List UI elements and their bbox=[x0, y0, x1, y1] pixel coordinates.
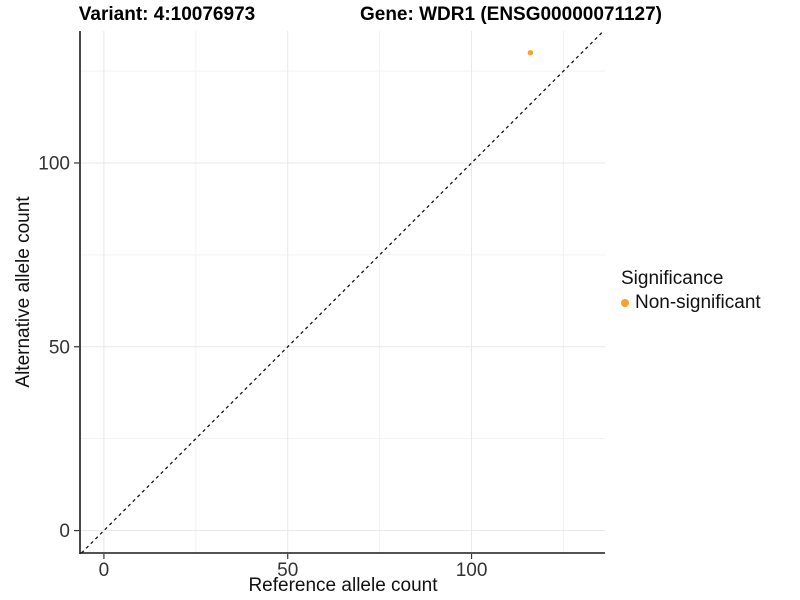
x-tick-label: 50 bbox=[277, 560, 298, 581]
y-tick-label: 0 bbox=[59, 521, 70, 542]
x-tick-label: 100 bbox=[456, 560, 488, 581]
variant-title: Variant: 4:10076973 bbox=[78, 4, 256, 25]
legend-item-label: Non-significant bbox=[635, 292, 761, 313]
legend-item-non-significant: Non-significant bbox=[621, 292, 761, 314]
gene-title: Gene: WDR1 (ENSG00000071127) bbox=[359, 4, 663, 25]
circle-icon bbox=[621, 299, 629, 307]
x-axis-title: Reference allele count bbox=[248, 575, 438, 596]
y-tick-label: 50 bbox=[49, 337, 70, 358]
legend-title: Significance bbox=[621, 268, 724, 289]
y-tick-label: 100 bbox=[38, 153, 70, 174]
data-point bbox=[527, 49, 534, 56]
legend: Significance Non-significant bbox=[621, 268, 761, 314]
identity-reference-line bbox=[81, 30, 604, 554]
x-tick-label: 0 bbox=[99, 560, 110, 581]
